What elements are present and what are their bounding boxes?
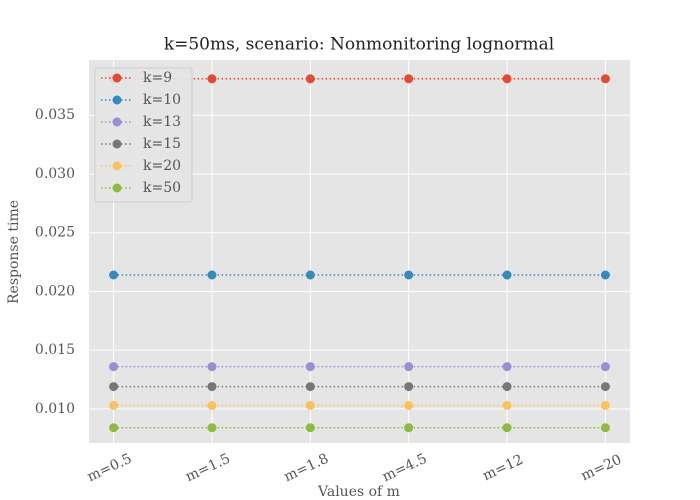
data-point (109, 362, 119, 372)
data-point (502, 270, 512, 280)
legend-label: k=13 (143, 114, 181, 130)
data-point (502, 362, 512, 372)
data-point (109, 382, 119, 392)
data-point (502, 74, 512, 84)
data-point (600, 423, 610, 433)
y-tick-label: 0.020 (35, 283, 75, 299)
x-tick-label: m=1.5 (183, 451, 233, 485)
y-tick-label: 0.015 (35, 342, 75, 358)
data-point (207, 400, 217, 410)
data-point (109, 400, 119, 410)
legend-marker (112, 183, 122, 193)
data-point (207, 74, 217, 84)
data-point (305, 74, 315, 84)
data-point (600, 270, 610, 280)
data-point (305, 400, 315, 410)
data-point (305, 362, 315, 372)
data-point (207, 382, 217, 392)
legend-marker (112, 161, 122, 171)
legend-label: k=9 (143, 70, 172, 86)
data-point (404, 74, 414, 84)
y-tick-label: 0.025 (35, 225, 75, 241)
y-tick-label: 0.010 (35, 401, 75, 417)
x-tick-label: m=0.5 (85, 451, 135, 485)
x-tick-label: m=20 (579, 452, 625, 485)
data-point (207, 423, 217, 433)
x-tick-label: m=12 (480, 452, 526, 485)
data-point (207, 270, 217, 280)
chart-title: k=50ms, scenario: Nonmonitoring lognorma… (164, 35, 554, 55)
data-point (404, 270, 414, 280)
legend-marker (112, 95, 122, 105)
data-point (404, 362, 414, 372)
data-point (109, 270, 119, 280)
data-point (600, 400, 610, 410)
data-point (207, 362, 217, 372)
data-point (305, 270, 315, 280)
data-point (404, 423, 414, 433)
data-point (600, 74, 610, 84)
legend-label: k=10 (143, 92, 181, 108)
data-point (502, 400, 512, 410)
y-tick-label: 0.035 (35, 107, 75, 123)
x-tick-label: m=1.8 (282, 451, 332, 485)
data-point (600, 382, 610, 392)
legend-label: k=20 (143, 158, 181, 174)
x-tick-label: m=4.5 (380, 451, 430, 485)
data-point (502, 382, 512, 392)
data-point (502, 423, 512, 433)
y-tick-label: 0.030 (35, 166, 75, 182)
data-point (404, 400, 414, 410)
legend-label: k=50 (143, 180, 181, 196)
legend-label: k=15 (143, 136, 181, 152)
data-point (109, 423, 119, 433)
x-axis-label: Values of m (317, 484, 400, 500)
y-axis-label: Response time (6, 200, 22, 304)
data-point (305, 423, 315, 433)
legend-marker (112, 139, 122, 149)
data-point (404, 382, 414, 392)
legend-marker (112, 73, 122, 83)
data-point (305, 382, 315, 392)
legend-marker (112, 117, 122, 127)
data-point (600, 362, 610, 372)
